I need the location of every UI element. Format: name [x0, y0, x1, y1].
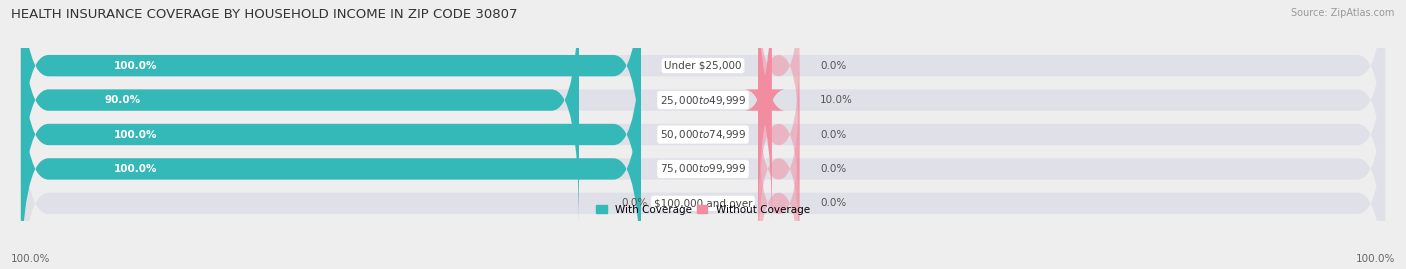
Text: 0.0%: 0.0% [820, 61, 846, 71]
FancyBboxPatch shape [21, 8, 1385, 261]
Text: 0.0%: 0.0% [820, 129, 846, 140]
FancyBboxPatch shape [758, 0, 800, 158]
FancyBboxPatch shape [21, 42, 1385, 269]
FancyBboxPatch shape [758, 42, 800, 227]
Text: HEALTH INSURANCE COVERAGE BY HOUSEHOLD INCOME IN ZIP CODE 30807: HEALTH INSURANCE COVERAGE BY HOUSEHOLD I… [11, 8, 517, 21]
Text: 100.0%: 100.0% [114, 61, 157, 71]
FancyBboxPatch shape [744, 0, 786, 227]
Text: 10.0%: 10.0% [820, 95, 853, 105]
Text: 90.0%: 90.0% [104, 95, 141, 105]
Text: 100.0%: 100.0% [114, 129, 157, 140]
Text: 100.0%: 100.0% [114, 164, 157, 174]
Text: 0.0%: 0.0% [621, 198, 648, 208]
FancyBboxPatch shape [21, 0, 641, 193]
FancyBboxPatch shape [21, 0, 579, 227]
FancyBboxPatch shape [21, 0, 1385, 193]
Text: $50,000 to $74,999: $50,000 to $74,999 [659, 128, 747, 141]
FancyBboxPatch shape [21, 42, 641, 269]
Text: $75,000 to $99,999: $75,000 to $99,999 [659, 162, 747, 175]
Legend: With Coverage, Without Coverage: With Coverage, Without Coverage [592, 200, 814, 219]
Text: Source: ZipAtlas.com: Source: ZipAtlas.com [1291, 8, 1395, 18]
Text: $100,000 and over: $100,000 and over [654, 198, 752, 208]
FancyBboxPatch shape [21, 76, 1385, 269]
Text: 0.0%: 0.0% [820, 198, 846, 208]
Text: Under $25,000: Under $25,000 [664, 61, 742, 71]
FancyBboxPatch shape [758, 111, 800, 269]
FancyBboxPatch shape [21, 0, 1385, 227]
FancyBboxPatch shape [21, 8, 641, 261]
FancyBboxPatch shape [758, 76, 800, 261]
Text: 100.0%: 100.0% [1355, 254, 1395, 264]
Text: 0.0%: 0.0% [820, 164, 846, 174]
Text: $25,000 to $49,999: $25,000 to $49,999 [659, 94, 747, 107]
Text: 100.0%: 100.0% [11, 254, 51, 264]
